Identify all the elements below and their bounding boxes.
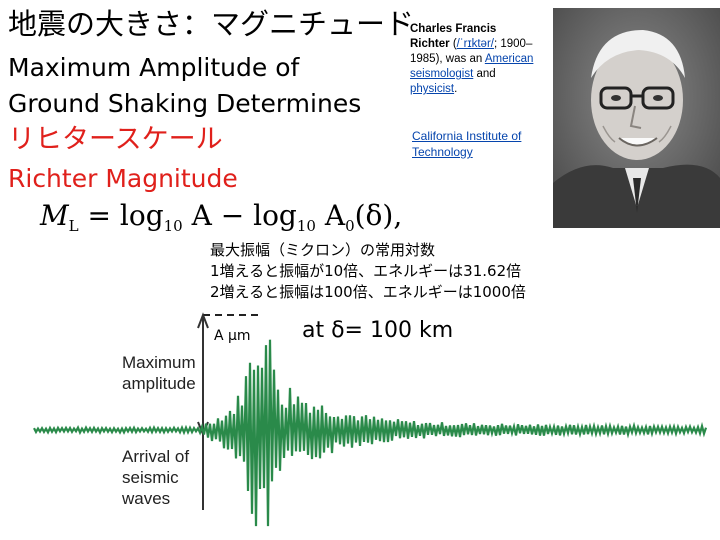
arrival-label-3: waves xyxy=(122,489,171,508)
bio-line3: 1985), was an xyxy=(410,53,485,65)
formula-sub10a: 10 xyxy=(163,217,183,235)
physicist-link[interactable]: physicist xyxy=(410,83,455,95)
bio-years: ; 1900– xyxy=(493,38,533,50)
formula-delta: (δ), xyxy=(354,199,403,232)
epicentral-distance: at δ= 100 km xyxy=(302,318,454,343)
seismic-trace xyxy=(33,339,708,527)
max-label-2: amplitude xyxy=(122,374,196,393)
formula-m: M xyxy=(40,199,69,232)
desc-line1: 最大振幅（ミクロン）の常用対数 xyxy=(210,241,436,259)
amplitude-arrow-head xyxy=(197,312,209,329)
institution-link[interactable]: California Institute of Technology xyxy=(412,128,552,160)
bio-name-line1: Charles Francis xyxy=(410,23,497,35)
richter-formula: ML = log10 A − log10 A0(δ), xyxy=(40,196,402,246)
max-label-1: Maximum xyxy=(122,353,196,372)
richter-portrait xyxy=(553,8,720,228)
formula-a: A − log xyxy=(182,199,297,232)
ipa-link[interactable]: /ˈrɪktər/ xyxy=(456,38,494,50)
amplitude-unit: A μm xyxy=(214,328,251,344)
seismologist-link[interactable]: seismologist xyxy=(410,68,474,80)
formula-a0: A xyxy=(315,199,346,232)
magnitude-description: 最大振幅（ミクロン）の常用対数 1増えると振幅が10倍、エネルギーは31.62倍… xyxy=(210,240,526,303)
seismogram xyxy=(33,312,708,527)
american-link[interactable]: American xyxy=(484,53,534,65)
bio-name-line2: Richter xyxy=(410,38,450,50)
slide-title-english: Maximum Amplitude of Ground Shaking Dete… xyxy=(8,53,362,118)
formula-sub10b: 10 xyxy=(296,217,316,235)
formula-a0-sub: 0 xyxy=(345,217,355,235)
desc-line2: 1増えると振幅が10倍、エネルギーは31.62倍 xyxy=(210,262,522,280)
richter-magnitude-english: Richter Magnitude xyxy=(8,164,238,193)
bio-and: and xyxy=(473,68,496,80)
richter-bio: Charles Francis Richter (/ˈrɪktər/; 1900… xyxy=(410,22,555,97)
institution-line2: Technology xyxy=(412,145,473,159)
institution-line1: California Institute of xyxy=(412,129,522,143)
arrival-label: Arrival of seismic waves xyxy=(122,446,189,509)
richter-scale-japanese: リヒタースケール xyxy=(8,124,223,155)
bio-period: . xyxy=(454,83,458,95)
maximum-amplitude-label: Maximum amplitude xyxy=(122,352,196,394)
arrival-label-2: seismic xyxy=(122,468,179,487)
arrival-label-1: Arrival of xyxy=(122,447,190,466)
formula-m-sub: L xyxy=(68,217,79,235)
formula-eq: = log xyxy=(78,199,164,232)
slide-title-japanese: 地震の大きさ：マグニチュード xyxy=(8,7,415,41)
desc-line3: 2増えると振幅は100倍、エネルギーは1000倍 xyxy=(210,283,526,301)
portrait-image xyxy=(553,8,720,228)
